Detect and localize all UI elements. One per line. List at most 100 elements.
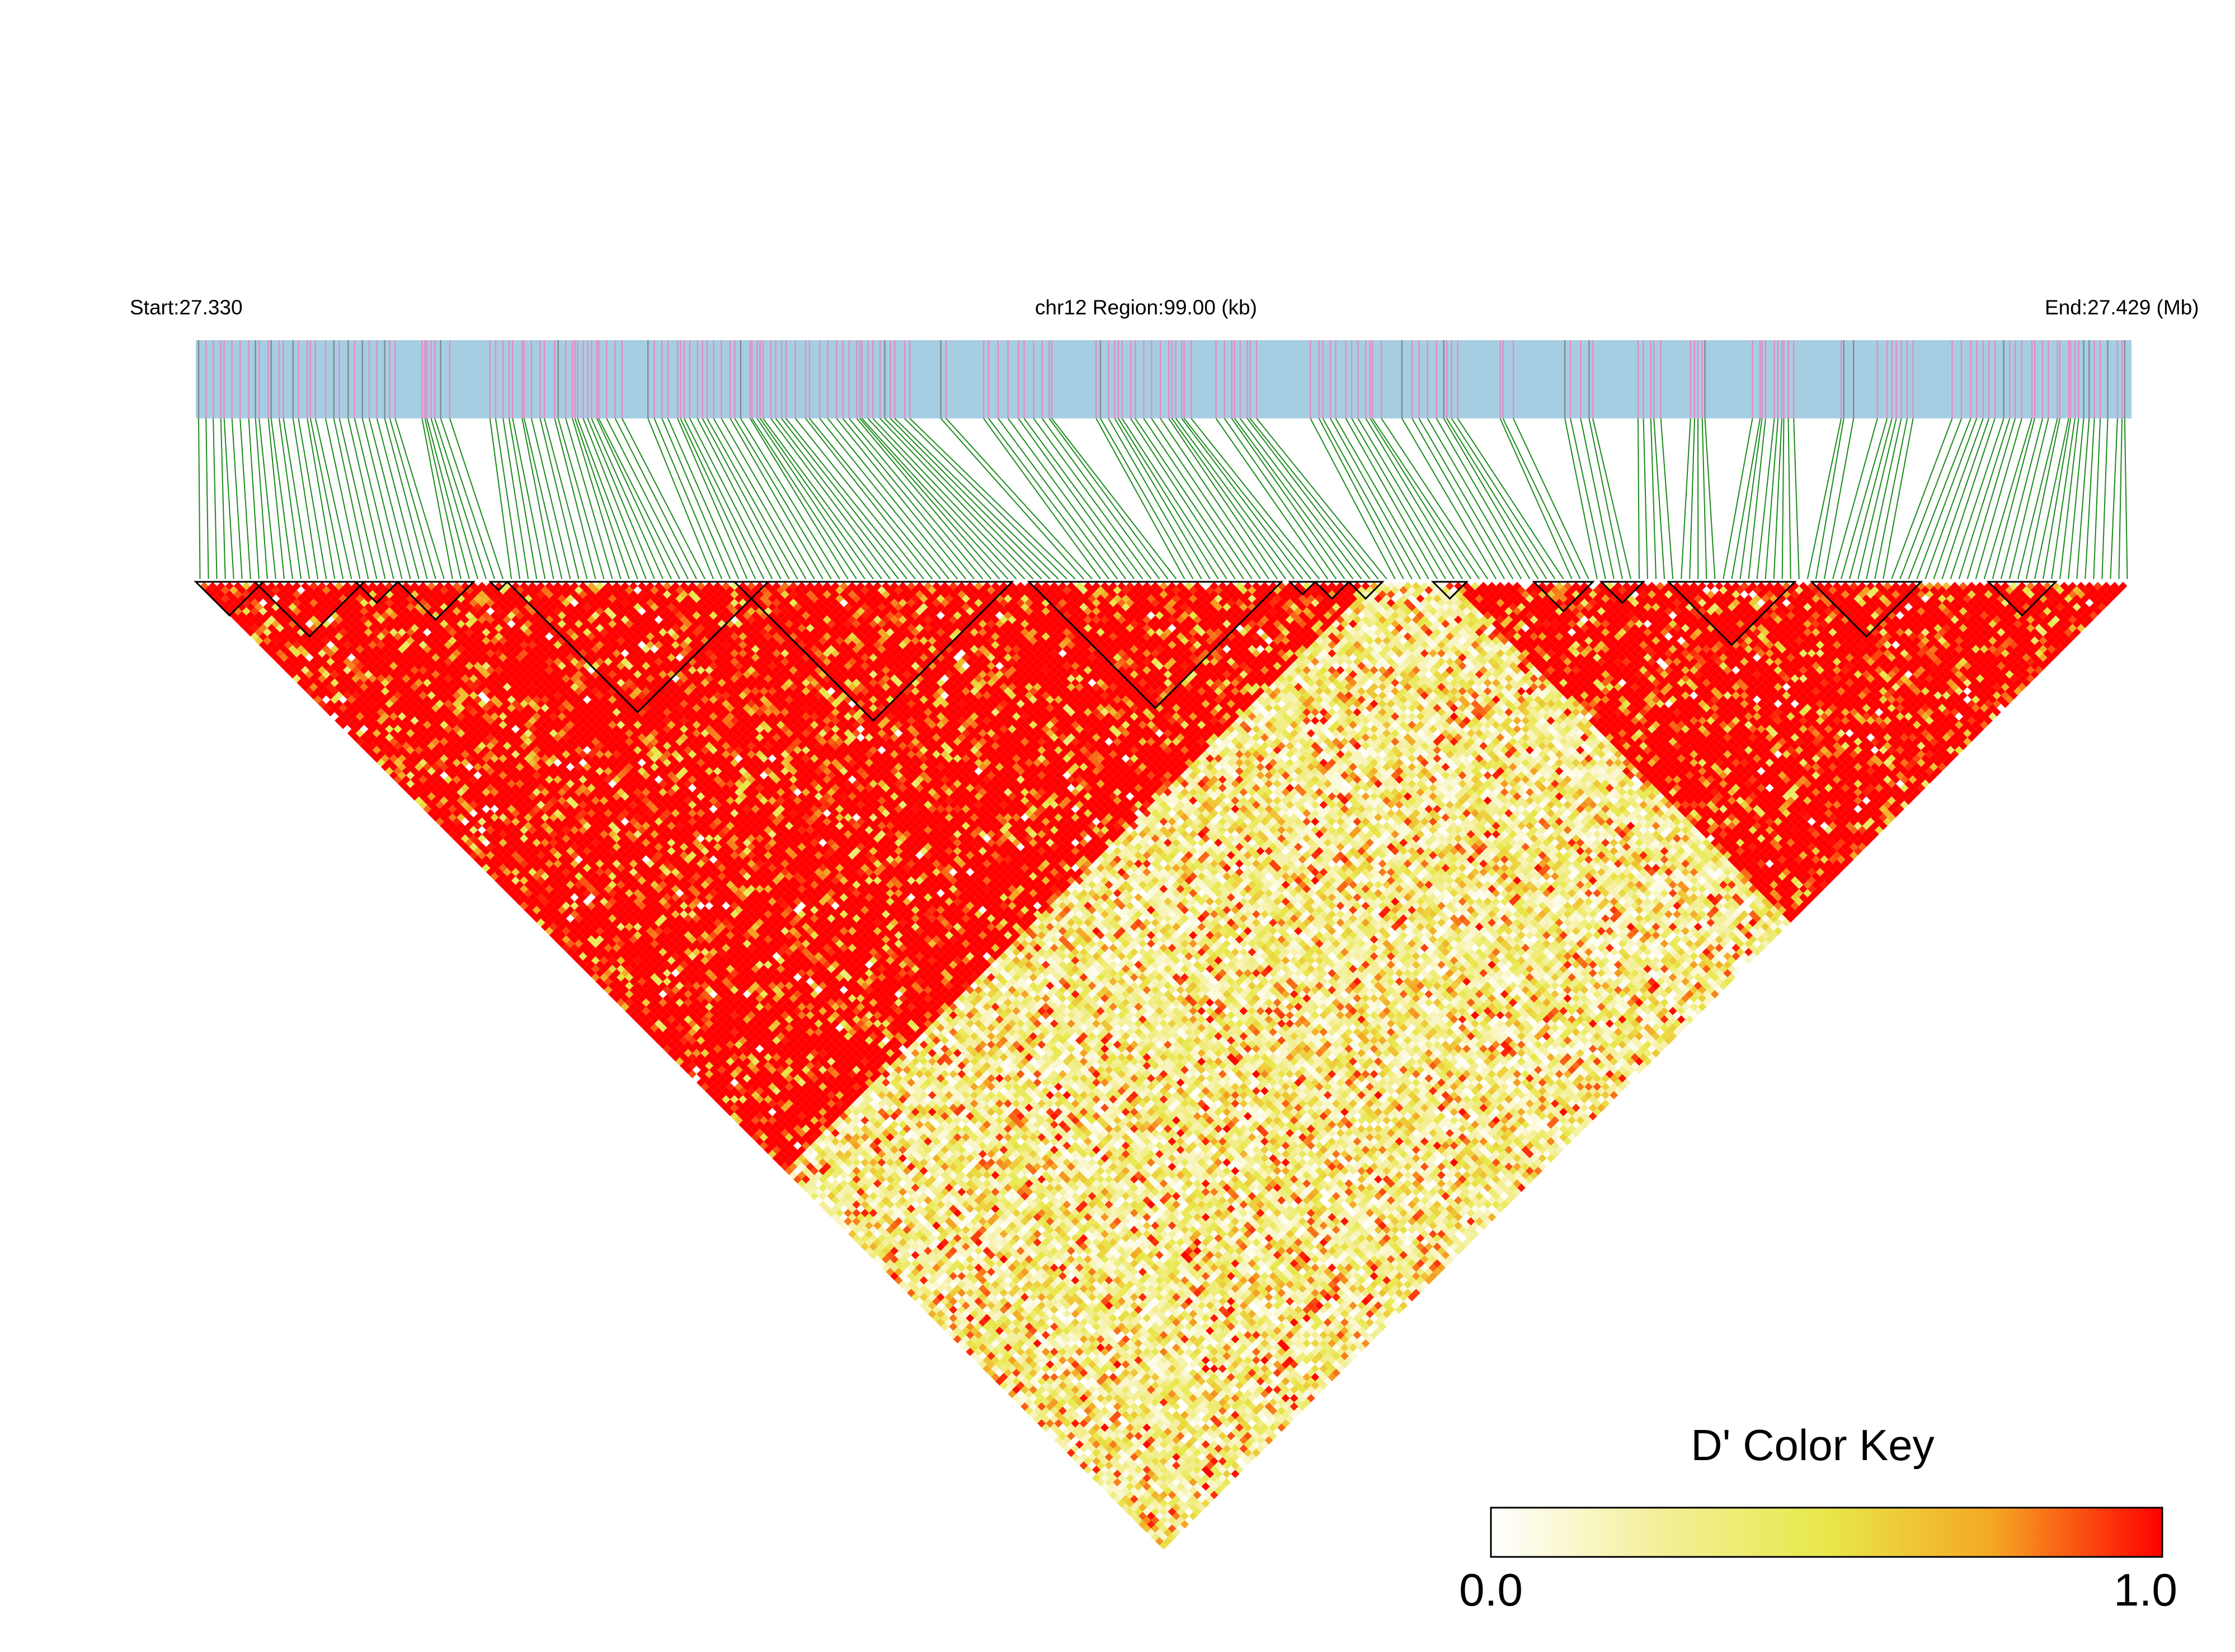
- snp-connector: [842, 418, 975, 580]
- snp-connector: [945, 418, 1093, 580]
- ld-cell: [848, 1213, 857, 1222]
- ld-cell: [1004, 1385, 1013, 1394]
- ld-cell: [785, 1150, 794, 1159]
- ld-cell: [898, 1280, 907, 1289]
- ld-cell: [852, 1217, 861, 1226]
- snp-connector: [1564, 418, 1598, 580]
- snp-connector: [1975, 418, 2022, 580]
- ld-cell: [1130, 1512, 1138, 1521]
- ld-cell: [902, 1268, 911, 1277]
- ld-cell: [1117, 1490, 1126, 1499]
- snp-connector: [1335, 418, 1429, 580]
- ld-cell: [777, 1150, 785, 1159]
- snp-connector: [1135, 418, 1244, 580]
- snp-connector: [223, 418, 234, 580]
- ld-cell: [1024, 1406, 1033, 1415]
- snp-connector: [544, 418, 588, 580]
- snp-connector: [539, 418, 580, 580]
- ld-cell: [1020, 1394, 1029, 1402]
- ld-cell: [1058, 1423, 1067, 1432]
- snp-connector: [1231, 418, 1345, 580]
- ld-cell: [297, 653, 305, 662]
- ld-cell: [966, 1347, 975, 1356]
- ld-cell: [974, 1339, 983, 1348]
- snp-connector: [702, 418, 790, 580]
- ld-cell: [469, 826, 478, 835]
- snp-connector: [849, 418, 984, 580]
- ld-cell: [831, 1213, 840, 1222]
- ld-cell: [932, 1314, 941, 1322]
- ld-cell: [789, 1171, 798, 1180]
- snp-connector: [2017, 418, 2058, 580]
- ld-cell: [944, 1318, 953, 1327]
- snp-connector: [421, 418, 453, 580]
- ld-cell: [957, 1339, 966, 1348]
- snp-connector: [554, 418, 596, 580]
- ld-cell: [418, 784, 427, 793]
- snp-connector: [354, 418, 394, 580]
- snp-connector: [1365, 418, 1463, 580]
- region-size-label: chr12 Region:99.00 (kb): [1035, 296, 1257, 319]
- snp-connector: [239, 418, 251, 580]
- ld-cell: [978, 1360, 987, 1369]
- ld-cell: [919, 1284, 928, 1293]
- ld-cell: [974, 1356, 983, 1365]
- snp-connector: [1151, 418, 1261, 580]
- snp-connector: [2110, 418, 2118, 580]
- snp-connector: [1401, 418, 1497, 580]
- snp-connector: [1114, 418, 1211, 580]
- ld-cell: [894, 1268, 903, 1277]
- ld-cell: [894, 1259, 903, 1268]
- ld-cell: [953, 1318, 962, 1327]
- snp-connector: [248, 418, 260, 580]
- ld-cell: [970, 1343, 979, 1352]
- ld-cell: [1109, 1474, 1118, 1482]
- ld-cell: [233, 599, 242, 608]
- snp-connector: [508, 418, 538, 580]
- ld-cell: [873, 1255, 882, 1264]
- snp-connector: [1857, 418, 1897, 580]
- snp-connector: [309, 418, 344, 580]
- ld-cell: [1100, 1474, 1109, 1482]
- ld-cell: [1067, 1432, 1076, 1441]
- ld-cell: [1109, 1490, 1118, 1499]
- ld-cell: [957, 1322, 966, 1331]
- snp-connector: [283, 418, 310, 580]
- ld-cell: [233, 615, 242, 624]
- ld-cell: [1084, 1457, 1093, 1466]
- ld-cell: [208, 582, 217, 591]
- snp-connector: [1925, 418, 1984, 580]
- ld-cell: [890, 1263, 899, 1272]
- ld-cell: [844, 1217, 853, 1226]
- ld-cell: [924, 1297, 933, 1306]
- snp-connector: [198, 418, 201, 580]
- ld-cell: [1079, 1461, 1088, 1470]
- ld-cell: [882, 1255, 891, 1264]
- snp-connector: [1351, 418, 1446, 580]
- region-end-label: End:27.429 (Mb): [2045, 296, 2199, 319]
- ld-cell: [650, 1015, 659, 1024]
- snp-connector: [1723, 418, 1753, 580]
- snp-connector: [596, 418, 672, 580]
- ld-cell: [793, 1158, 802, 1167]
- ld-cell: [566, 939, 575, 948]
- snp-connector: [572, 418, 622, 580]
- ld-cell: [1062, 1444, 1071, 1453]
- ld-cell: [810, 1192, 819, 1201]
- snp-connector: [1118, 418, 1219, 580]
- snp-connector: [574, 418, 630, 580]
- ld-cell: [869, 1234, 878, 1242]
- ld-cell: [1033, 1415, 1042, 1424]
- ld-cell: [280, 661, 289, 670]
- snp-connector: [1731, 418, 1761, 580]
- ld-cell: [999, 1364, 1008, 1373]
- ld-cell: [322, 695, 331, 704]
- ld-cell: [789, 1162, 798, 1171]
- ld-cell: [1004, 1368, 1013, 1377]
- ld-cell: [1092, 1457, 1101, 1466]
- ld-cell: [540, 914, 549, 923]
- ld-cell: [961, 1326, 970, 1335]
- ld-cell: [1088, 1461, 1097, 1470]
- region-start-label: Start:27.330: [130, 296, 243, 319]
- ld-cell: [469, 851, 478, 860]
